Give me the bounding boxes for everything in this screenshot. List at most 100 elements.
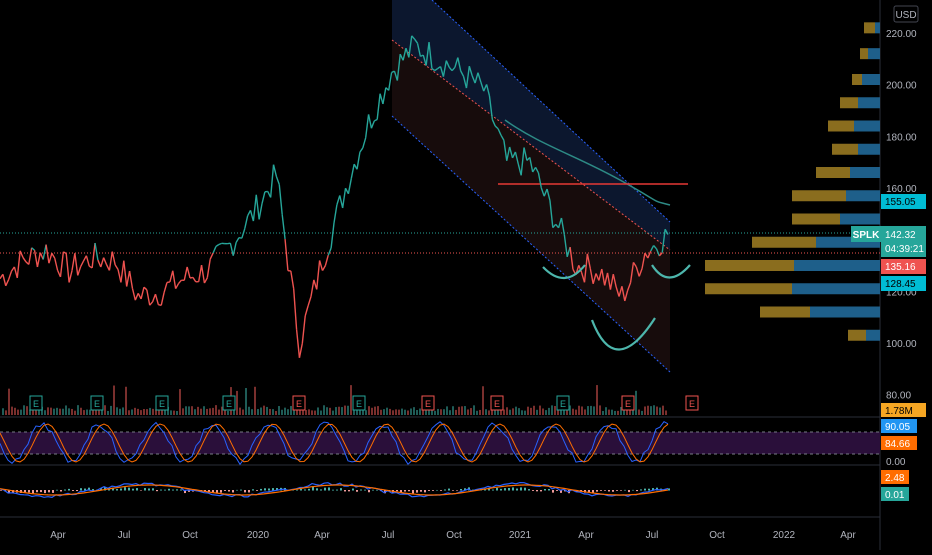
volume-bar [401, 409, 403, 415]
volume-bar [281, 410, 283, 415]
macd-histogram-bar [500, 489, 502, 491]
macd-histogram-bar [144, 488, 146, 490]
volume-bar [584, 409, 586, 415]
earnings-marker[interactable]: E [557, 396, 569, 410]
earnings-marker[interactable]: E [30, 396, 42, 410]
volume-bar [329, 408, 331, 415]
macd-histogram-bar [428, 490, 430, 491]
currency-label[interactable]: USD [895, 10, 916, 21]
macd-histogram-bar [404, 490, 406, 492]
earnings-marker[interactable]: E [293, 396, 305, 410]
volume-bar [419, 409, 421, 415]
macd-histogram-bar [164, 490, 166, 491]
volume-profile-bar [792, 283, 880, 294]
volume-bar [239, 408, 241, 415]
earnings-marker[interactable]: E [686, 396, 698, 410]
earnings-marker-label: E [33, 399, 39, 409]
badge-128: 128.45 [881, 276, 926, 291]
earnings-marker[interactable]: E [491, 396, 503, 410]
volume-bar [266, 407, 268, 415]
volume-bar [236, 391, 238, 415]
volume-profile-bar [792, 190, 846, 201]
volume-bar [242, 409, 244, 415]
macd-histogram-bar [140, 490, 142, 491]
macd-histogram-bar [268, 488, 270, 490]
volume-bar [461, 406, 463, 415]
price-badge-value: 142.32 [885, 230, 916, 241]
earnings-marker-label: E [560, 399, 566, 409]
macd-histogram-bar [328, 487, 330, 490]
macd-histogram-bar [216, 490, 218, 493]
volume-profile-bar [860, 48, 868, 59]
volume-bar [215, 405, 217, 415]
volume-bar [104, 405, 106, 415]
macd-histogram-bar [308, 489, 310, 491]
volume-bar [476, 411, 478, 415]
volume-bar [314, 411, 316, 415]
earnings-marker[interactable]: E [422, 396, 434, 410]
volume-bar [611, 410, 613, 415]
macd-histogram-bar [420, 490, 422, 492]
macd-histogram-bar [220, 490, 222, 493]
earnings-marker[interactable]: E [622, 396, 634, 410]
volume-bar [254, 387, 256, 415]
earnings-marker[interactable]: E [91, 396, 103, 410]
macd-histogram-bar [412, 490, 414, 493]
macd-histogram-bar [452, 490, 454, 491]
volume-bar [596, 385, 598, 415]
volume-bar [248, 407, 250, 415]
volume-bar [524, 411, 526, 415]
volume-profile-bar [810, 307, 880, 318]
volume-bar [362, 410, 364, 415]
volume-bar [275, 411, 277, 415]
volume-bar [488, 410, 490, 415]
volume-bar [71, 409, 73, 415]
volume-bar [536, 410, 538, 415]
macd-histogram-bar [32, 490, 34, 493]
macd-histogram-bar [408, 490, 410, 491]
volume-bar [452, 406, 454, 415]
volume-bar [521, 410, 523, 415]
volume-bar [341, 407, 343, 415]
macd-histogram-bar [644, 489, 646, 491]
macd-histogram-bar [124, 487, 126, 490]
macd-histogram-bar [424, 490, 426, 492]
volume-bar [182, 408, 184, 415]
volume-bar [449, 410, 451, 415]
volume-bar [140, 410, 142, 415]
volume-bar [515, 407, 517, 415]
earnings-marker[interactable]: E [353, 396, 365, 410]
volume-bar [20, 410, 22, 415]
volume-bar [527, 407, 529, 415]
volume-bar [203, 406, 205, 415]
earnings-marker[interactable]: E [223, 396, 235, 410]
volume-bar [311, 410, 313, 415]
macd-histogram-bar [40, 490, 42, 492]
volume-profile-bar [816, 167, 850, 178]
volume-bar [137, 409, 139, 415]
volume-bar [404, 410, 406, 415]
time-tick-label: 2020 [247, 530, 270, 541]
volume-bar [317, 407, 319, 415]
earnings-marker[interactable]: E [156, 396, 168, 410]
volume-profile-bar [864, 22, 875, 33]
volume-bar [5, 410, 7, 415]
macd-histogram-bar [168, 489, 170, 491]
volume-bar [347, 406, 349, 415]
volume-bar [554, 406, 556, 415]
volume-bar [86, 410, 88, 415]
volume-profile-bar [852, 74, 862, 85]
volume-bar [533, 406, 535, 415]
volume-bar [509, 410, 511, 415]
macd-histogram-bar [540, 490, 542, 491]
volume-bar [572, 409, 574, 415]
volume-bar [458, 407, 460, 415]
volume-bar [443, 409, 445, 415]
time-tick-label: Jul [382, 530, 395, 541]
symbol-badge-text: SPLK [853, 230, 880, 241]
macd-histogram-bar [236, 490, 238, 491]
volume-bar [50, 408, 52, 415]
volume-bar [395, 409, 397, 415]
